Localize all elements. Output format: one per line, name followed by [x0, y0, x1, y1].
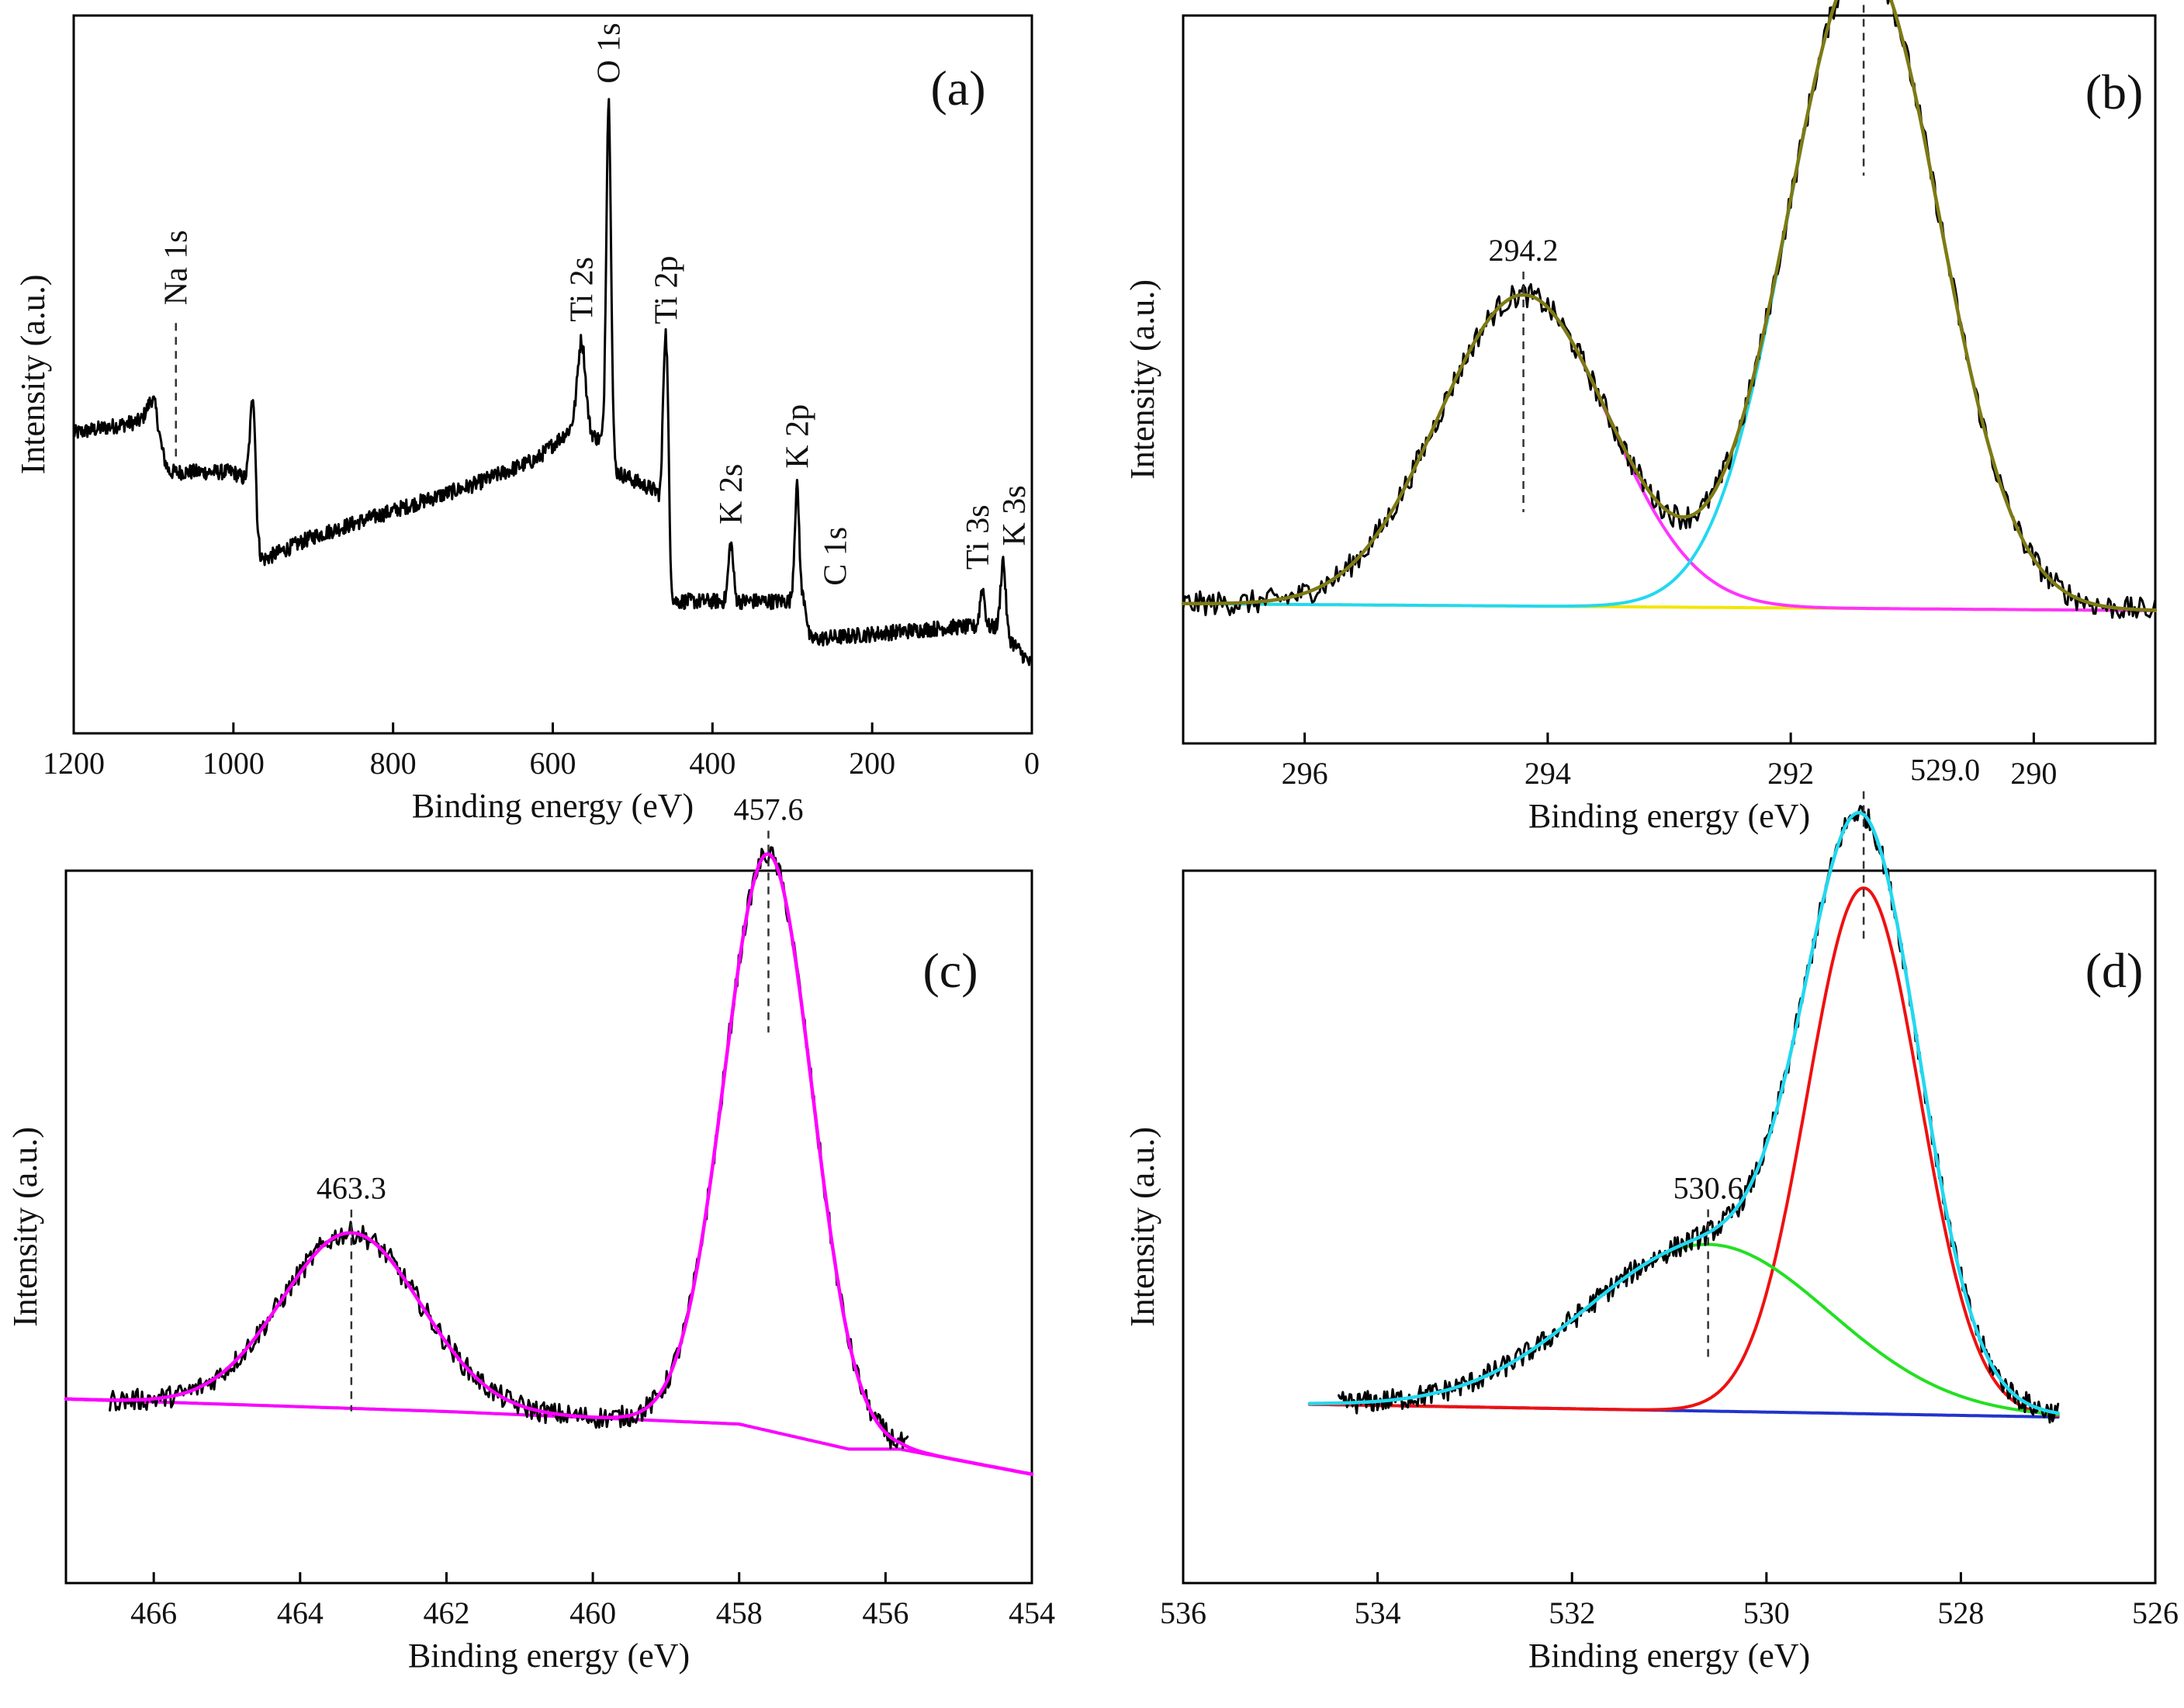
- y-axis-label: Intensity (a.u.): [1123, 279, 1161, 480]
- y-axis-label: Intensity (a.u.): [14, 275, 52, 475]
- plot-frame: [64, 869, 1033, 1585]
- panel-label: (c): [922, 943, 978, 998]
- panel-d-o1s-spectrum: 536 534 532 530 528 526 Binding energy (eV) Int…: [1123, 753, 2179, 1675]
- x-axis-label: Binding energy (eV): [412, 787, 694, 825]
- x-tick-label: 530: [1743, 1595, 1790, 1630]
- x-tick-label: 532: [1549, 1595, 1595, 1630]
- x-tick-label: 290: [2010, 756, 2057, 791]
- component-line: [1307, 1242, 2060, 1416]
- plot-frame: [72, 14, 1033, 735]
- x-tick-label: 294: [1525, 756, 1571, 791]
- x-tick-label: 0: [1024, 746, 1040, 781]
- x-tick-label: 400: [689, 746, 735, 781]
- peak-value-label: 294.2: [1489, 233, 1559, 268]
- panel-a-survey-spectrum: 1200 1000 800 600 400 200 0 Binding energy (eV)…: [14, 14, 1040, 825]
- peak-value-label: 529.0: [1910, 753, 1980, 788]
- x-axis-label: Binding energy (eV): [1528, 1637, 1810, 1675]
- x-tick-label: 536: [1160, 1595, 1206, 1630]
- panel-label: (b): [2085, 64, 2144, 120]
- peak-label: Ti 3s: [960, 504, 996, 570]
- x-tick-label: 200: [849, 746, 895, 781]
- peak-value-label: 530.6: [1673, 1170, 1743, 1205]
- raw-data-line: [109, 846, 909, 1450]
- peak-label: C 1s: [819, 527, 854, 586]
- x-tick-label: 1000: [202, 746, 265, 781]
- x-tick-label: 600: [530, 746, 576, 781]
- x-axis-label: Binding energy (eV): [408, 1637, 690, 1675]
- x-tick-label: 296: [1282, 756, 1328, 791]
- x-tick-label: 1200: [43, 746, 105, 781]
- x-tick-label: 528: [1937, 1595, 1984, 1630]
- component-line: [1182, 293, 2157, 612]
- survey-spectrum-line: [72, 98, 1033, 667]
- peak-label: Ti 2p: [649, 255, 685, 324]
- envelope-fit-line: [1181, 0, 2158, 612]
- x-tick-label: 526: [2132, 1595, 2179, 1630]
- x-tick-label: 464: [277, 1595, 324, 1630]
- x-tick-label: 456: [862, 1595, 909, 1630]
- y-axis-label: Intensity (a.u.): [6, 1127, 44, 1327]
- x-tick-label: 460: [569, 1595, 616, 1630]
- panel-label: (d): [2085, 943, 2144, 998]
- raw-data-line: [1182, 0, 2157, 619]
- peak-label: O 1s: [592, 23, 628, 83]
- x-tick-label: 534: [1355, 1595, 1401, 1630]
- panel-b-c1s-spectrum: 296 294 292 290 Binding energy (eV) Intensity…: [1123, 0, 2158, 835]
- peak-label: Na 1s: [159, 230, 195, 305]
- x-tick-label: 454: [1009, 1595, 1055, 1630]
- peak-label: Ti 2s: [565, 257, 601, 322]
- panel-c-ti2p-spectrum: 466 464 462 460 458 456 454 Binding energy (eV)…: [6, 792, 1055, 1675]
- peak-value-label: 463.3: [317, 1171, 386, 1206]
- peak-label: K 2p: [780, 404, 815, 469]
- envelope-fit-line: [1307, 810, 2060, 1415]
- x-tick-label: 466: [130, 1595, 177, 1630]
- peak-label: K 2s: [714, 464, 749, 525]
- plot-frame: [1182, 869, 2157, 1585]
- x-axis-label: Binding energy (eV): [1528, 797, 1810, 835]
- raw-data-line: [1338, 805, 2060, 1424]
- y-axis-label: Intensity (a.u.): [1123, 1127, 1161, 1327]
- peak-value-label: 457.6: [733, 792, 803, 827]
- panel-label: (a): [930, 61, 985, 116]
- component-line: [1307, 886, 2060, 1418]
- envelope-fit-line: [64, 852, 1034, 1476]
- peak-label: K 3s: [997, 485, 1033, 546]
- x-tick-label: 458: [716, 1595, 763, 1630]
- x-tick-label: 292: [1767, 756, 1814, 791]
- plot-frame: [1182, 14, 2157, 745]
- x-tick-label: 462: [423, 1595, 469, 1630]
- x-tick-label: 800: [370, 746, 417, 781]
